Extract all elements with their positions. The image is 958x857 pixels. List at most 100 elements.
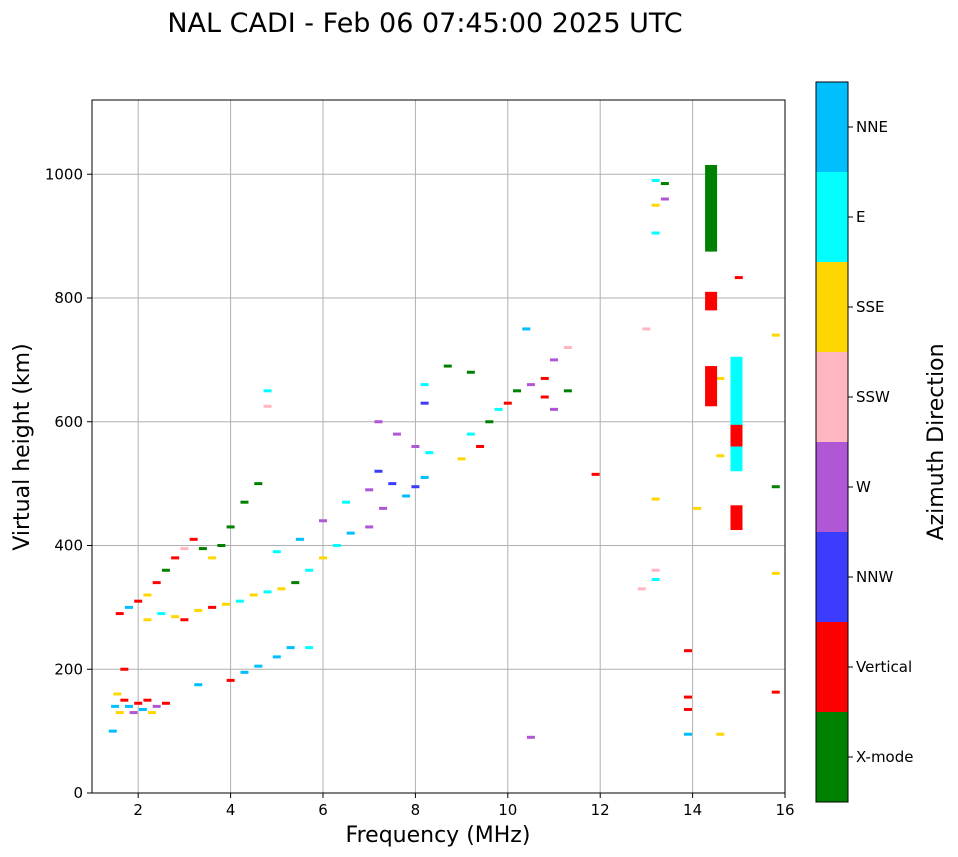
echo-mark xyxy=(513,389,522,393)
echo-mark xyxy=(208,605,217,609)
colorbar: X-mode Vertical NNW W SSW SSE E NNE xyxy=(815,81,913,803)
echo-mark xyxy=(374,469,383,473)
echo-mark xyxy=(420,401,429,405)
y-tick-label: 800 xyxy=(54,289,83,307)
echo-mark xyxy=(263,404,272,408)
echo-mark xyxy=(392,432,401,436)
echo-mark xyxy=(522,327,531,331)
colorbar-segment xyxy=(816,442,848,532)
echo-bar xyxy=(705,366,718,407)
echo-mark xyxy=(171,615,180,619)
echo-mark xyxy=(254,482,263,486)
y-axis-label: Virtual height (km) xyxy=(10,343,35,550)
echo-mark xyxy=(683,732,692,736)
echo-mark xyxy=(194,608,203,612)
echo-mark xyxy=(305,568,314,572)
echo-mark xyxy=(134,701,143,705)
echo-mark xyxy=(161,568,170,572)
echo-mark xyxy=(563,389,572,393)
x-tick-label: 8 xyxy=(411,801,421,819)
echo-mark xyxy=(683,707,692,711)
echo-mark xyxy=(180,547,189,551)
colorbar-segment xyxy=(816,82,848,172)
x-tick-label: 12 xyxy=(591,801,610,819)
x-tick-label: 6 xyxy=(318,801,328,819)
echo-mark xyxy=(346,531,355,535)
echo-mark xyxy=(305,646,314,650)
echo-mark xyxy=(550,407,558,411)
echo-mark xyxy=(651,578,660,582)
echo-mark xyxy=(637,587,646,591)
echo-mark xyxy=(143,698,152,702)
echo-mark xyxy=(286,646,295,650)
colorbar-tick-label: SSW xyxy=(856,388,890,406)
colorbar-frame xyxy=(815,81,849,803)
echo-mark xyxy=(651,231,660,235)
echo-mark xyxy=(263,590,272,594)
x-tick-label: 10 xyxy=(498,801,517,819)
echo-mark xyxy=(563,346,572,349)
echo-mark xyxy=(171,556,180,560)
echo-mark xyxy=(221,602,230,606)
echo-mark xyxy=(425,451,434,455)
echo-mark xyxy=(411,485,420,489)
echo-mark xyxy=(108,729,117,733)
echo-mark xyxy=(651,178,660,182)
echo-mark xyxy=(226,525,235,529)
y-tick-label: 0 xyxy=(73,784,83,802)
colorbar-tick-label: W xyxy=(856,478,871,496)
echo-mark xyxy=(194,683,203,687)
echo-bar xyxy=(730,424,743,447)
echo-mark xyxy=(143,593,152,597)
echo-mark xyxy=(332,544,341,547)
echo-mark xyxy=(198,547,207,551)
echo-mark xyxy=(771,571,780,575)
colorbar-tick-label: X-mode xyxy=(856,748,913,766)
echo-mark xyxy=(249,593,258,597)
grid-lines xyxy=(92,100,786,794)
echo-mark xyxy=(540,395,549,399)
echo-mark xyxy=(365,488,374,492)
echo-mark xyxy=(651,568,660,572)
echo-mark xyxy=(466,370,475,374)
echo-mark xyxy=(180,618,189,622)
echo-mark xyxy=(263,389,272,393)
echo-mark xyxy=(540,376,549,380)
colorbar-tick-label: E xyxy=(856,208,865,226)
colorbar-tick-label: Vertical xyxy=(856,658,912,676)
x-axis-label: Frequency (MHz) xyxy=(346,823,531,848)
echo-mark xyxy=(189,537,198,541)
echo-mark xyxy=(152,581,161,585)
echo-mark xyxy=(651,497,660,501)
echo-mark xyxy=(157,612,166,616)
echo-mark xyxy=(660,182,669,186)
colorbar-tick-label: NNE xyxy=(856,118,888,136)
echo-mark xyxy=(591,472,600,476)
echo-mark xyxy=(120,667,129,671)
echo-mark xyxy=(443,364,452,368)
echo-mark xyxy=(642,327,651,331)
echo-mark xyxy=(476,445,485,448)
echo-mark xyxy=(208,556,217,560)
echo-mark xyxy=(716,376,725,380)
echo-points xyxy=(108,164,780,739)
echo-mark xyxy=(420,383,429,387)
echo-mark xyxy=(550,358,558,362)
echo-mark xyxy=(319,556,327,560)
echo-mark xyxy=(466,432,475,436)
colorbar-segment xyxy=(816,532,848,622)
echo-mark xyxy=(683,649,692,653)
echo-mark xyxy=(295,537,304,541)
echo-mark xyxy=(771,333,780,337)
x-tick-label: 2 xyxy=(133,801,143,819)
echo-mark xyxy=(388,482,397,486)
echo-mark xyxy=(124,704,133,708)
echo-mark xyxy=(134,599,143,603)
echo-mark xyxy=(113,692,122,696)
colorbar-segment xyxy=(816,172,848,262)
colorbar-tick-label: NNW xyxy=(856,568,893,586)
echo-mark xyxy=(693,506,702,510)
echo-mark xyxy=(651,203,660,207)
echo-mark xyxy=(379,506,388,510)
echo-mark xyxy=(148,711,157,715)
